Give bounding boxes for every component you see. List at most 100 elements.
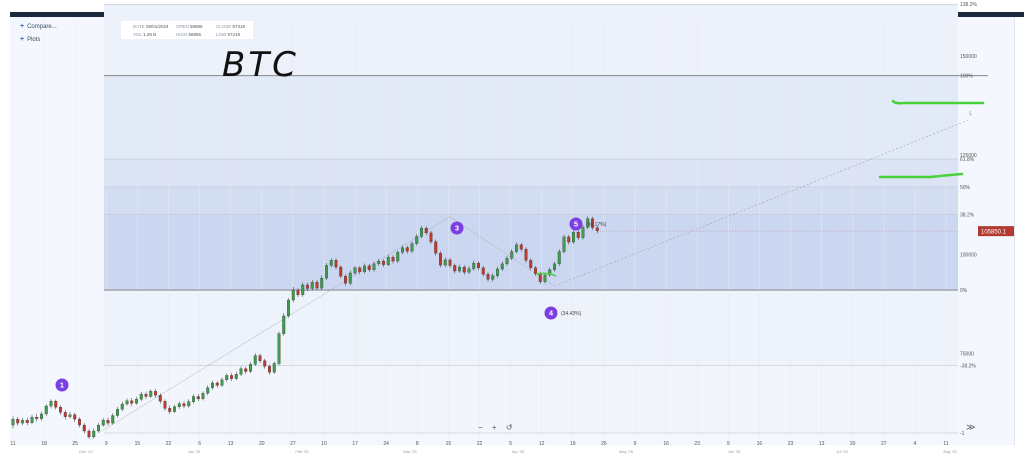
candle <box>201 393 205 400</box>
candle <box>225 375 229 380</box>
candle <box>291 289 295 301</box>
candle <box>348 272 352 284</box>
candle <box>49 401 53 407</box>
fib-label: 138.2% <box>960 2 978 8</box>
candle <box>377 260 381 265</box>
candle <box>287 299 290 317</box>
candle <box>163 401 167 409</box>
wave-circle <box>569 217 583 231</box>
candle <box>325 265 328 279</box>
candle <box>272 363 276 373</box>
candle <box>206 387 210 394</box>
candle <box>567 236 571 243</box>
x-month-label: May '25 <box>619 449 634 454</box>
y-tick-label: 100000 <box>960 252 977 258</box>
fib-label: 61.8% <box>960 157 975 163</box>
candle <box>35 416 39 419</box>
x-tick-label: 26 <box>601 441 607 447</box>
candle <box>481 267 485 275</box>
y-tick-label: 125000 <box>960 153 977 159</box>
candle <box>82 424 86 432</box>
y-tick-label: 75000 <box>960 352 974 358</box>
wave-circle-label: 1 <box>60 381 64 390</box>
candle <box>92 430 96 438</box>
candle <box>591 218 594 228</box>
vol-value: 1.29 B <box>143 32 157 37</box>
candle <box>111 415 115 424</box>
x-tick-label: 18 <box>41 441 47 447</box>
candle <box>405 247 409 252</box>
date-label: DATE <box>133 24 145 29</box>
low-value: 57218 <box>227 32 241 37</box>
candle <box>581 227 585 238</box>
open-label: OPEN <box>176 24 189 29</box>
wave-circle-label: 4 <box>549 309 554 318</box>
candle <box>420 227 423 237</box>
x-tick-label: 22 <box>166 441 172 447</box>
x-tick-label: 13 <box>819 441 825 447</box>
last-price-tag <box>978 226 1014 237</box>
x-tick-label: 9 <box>105 441 108 447</box>
fib-label: 38.2% <box>960 213 975 219</box>
candle <box>510 251 514 259</box>
candle <box>477 262 480 268</box>
candle <box>443 259 447 266</box>
candle <box>353 267 357 274</box>
candle <box>149 391 153 397</box>
high-value: 58986 <box>188 32 202 37</box>
candle <box>315 281 319 289</box>
x-tick-label: 15 <box>135 441 141 447</box>
candle <box>500 263 504 270</box>
x-tick-label: 13 <box>228 441 234 447</box>
x-tick-label: 27 <box>881 441 887 447</box>
x-tick-label: 8 <box>416 441 419 447</box>
wave-circle-label: 3 <box>455 224 459 233</box>
fibonacci-lines: 138.2% 100% 61.8% 50% 38.2% 0% -38.2% -1 5 <box>104 2 988 437</box>
candle <box>486 274 490 280</box>
candle <box>529 260 533 268</box>
candle <box>472 262 476 269</box>
fib-label: -38.2% <box>960 364 976 370</box>
green-marker-100 <box>891 99 985 105</box>
candle <box>439 253 442 266</box>
candle <box>491 275 495 280</box>
compare-button[interactable]: + Compare... <box>20 23 57 30</box>
plots-label: Plots <box>27 37 41 43</box>
reset-zoom-button[interactable]: ↺ <box>505 423 513 432</box>
candle <box>87 430 91 438</box>
x-tick-label: 5 <box>509 441 512 447</box>
x-tick-label: 15 <box>446 441 452 447</box>
candle <box>562 236 566 252</box>
candle <box>101 420 105 426</box>
candle <box>386 256 390 265</box>
zoom-out-button[interactable]: − <box>478 423 483 432</box>
candle <box>358 267 362 272</box>
candle <box>211 382 214 388</box>
x-tick-label: 11 <box>10 441 15 447</box>
wave-circle-label: 5 <box>574 220 578 229</box>
plots-button[interactable]: + Plots <box>20 36 40 43</box>
candle <box>21 420 24 424</box>
vol-label: VOL <box>133 32 142 37</box>
candle <box>372 263 376 270</box>
x-tick-label: 24 <box>383 441 389 447</box>
wave-line <box>98 216 451 434</box>
scroll-to-end-button[interactable]: ≫ <box>966 422 976 432</box>
x-tick-label: 4 <box>914 441 917 447</box>
candle <box>496 268 499 276</box>
zoom-in-button[interactable]: + <box>491 423 497 432</box>
candle <box>320 278 324 289</box>
fib-label: -1 <box>960 431 965 437</box>
candle <box>548 269 552 276</box>
plus-icon: + <box>20 23 25 30</box>
candle <box>410 243 414 252</box>
candle <box>524 249 528 261</box>
high-label: HIGH <box>176 32 188 37</box>
y-tick-label: 150000 <box>960 54 977 60</box>
candle <box>158 395 162 402</box>
candle <box>192 396 195 402</box>
candle <box>458 266 461 272</box>
low-label: LOW <box>216 32 227 37</box>
fib-band <box>104 186 958 215</box>
